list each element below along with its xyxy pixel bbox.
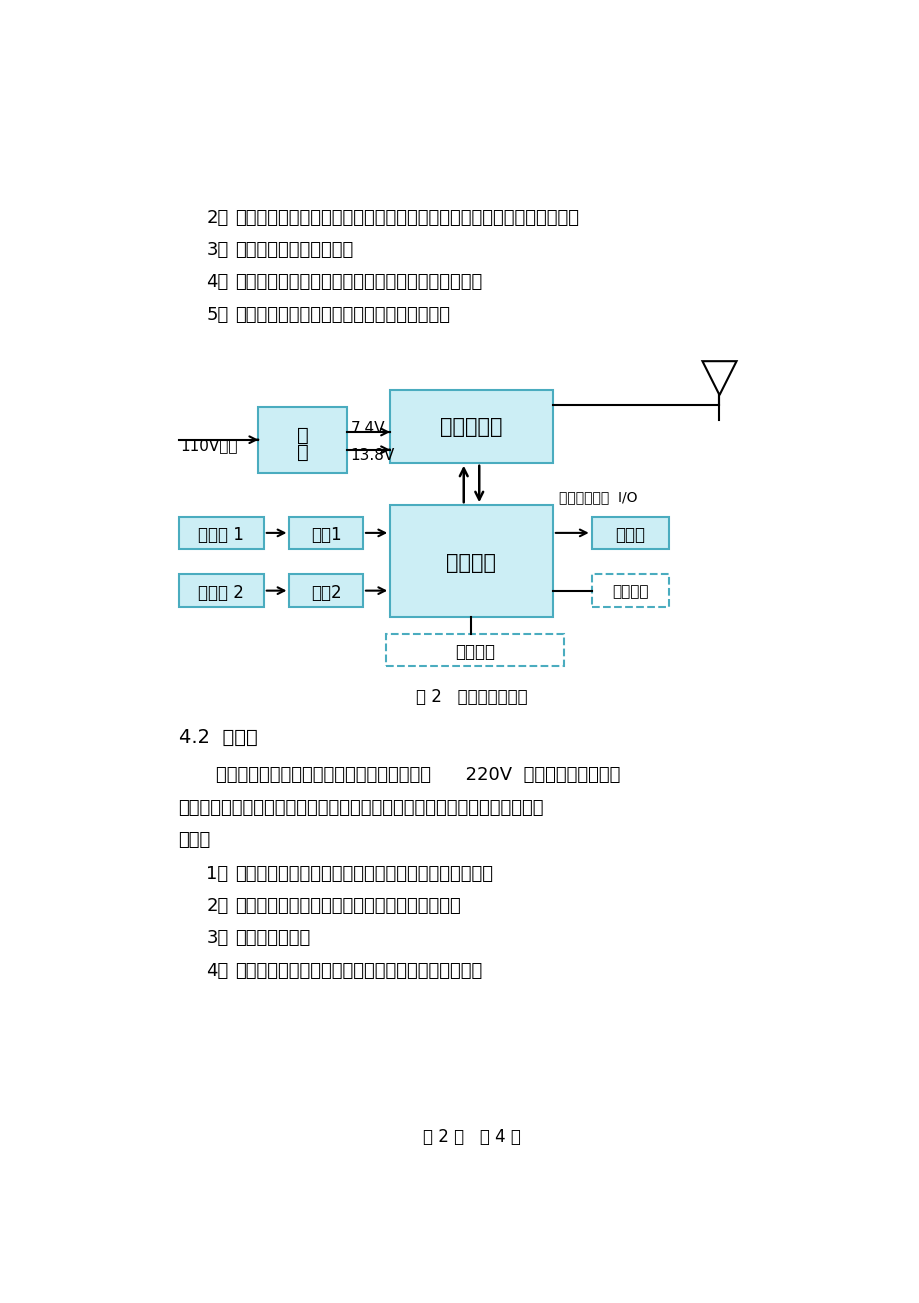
- Text: 电: 电: [297, 426, 309, 444]
- Text: 具有呼叫调车区长功能。: 具有呼叫调车区长功能。: [235, 241, 353, 259]
- Text: 能有：: 能有：: [178, 831, 210, 848]
- Text: 3）: 3）: [206, 929, 229, 947]
- Bar: [390, 506, 552, 616]
- Text: 4）: 4）: [206, 274, 229, 292]
- Bar: [178, 517, 264, 549]
- Text: 2）: 2）: [206, 208, 229, 227]
- Text: 数字信道机: 数字信道机: [440, 417, 502, 437]
- Bar: [386, 633, 564, 666]
- Text: 灯盒2: 灯盒2: [311, 584, 341, 602]
- Text: 送话器 2: 送话器 2: [198, 584, 244, 602]
- Text: 蓄电池接口。与机控器一样，区长台的核心部分也是数字信道机。主要实现功: 蓄电池接口。与机控器一样，区长台的核心部分也是数字信道机。主要实现功: [178, 799, 543, 817]
- Text: 具有通话功能，且支持信令强插，在通话状态下也可正常接收调车指令。: 具有通话功能，且支持信令强插，在通话状态下也可正常接收调车指令。: [235, 208, 578, 227]
- Text: 显示终端: 显示终端: [611, 584, 648, 598]
- Bar: [289, 575, 363, 607]
- Bar: [258, 408, 347, 473]
- Text: 7.4V: 7.4V: [350, 421, 385, 437]
- Bar: [390, 390, 552, 463]
- Text: 图 2   机控器原理框图: 图 2 机控器原理框图: [415, 688, 527, 706]
- Text: 录音接口: 录音接口: [455, 642, 494, 661]
- Text: 4.2  区长台: 4.2 区长台: [178, 727, 257, 747]
- Text: 灯盒1: 灯盒1: [311, 526, 341, 543]
- Text: 支持多路信道扫描功能，接收各个调车组的呼叫信令。: 支持多路信道扫描功能，接收各个调车组的呼叫信令。: [235, 865, 493, 882]
- Text: 源: 源: [297, 443, 309, 461]
- Text: 5）: 5）: [206, 306, 229, 323]
- Bar: [178, 575, 264, 607]
- Text: 4）: 4）: [206, 962, 229, 980]
- Text: 110V输入: 110V输入: [180, 438, 237, 453]
- Text: 具有调车信令、调车作业单和通话录音的存储功能。: 具有调车信令、调车作业单和通话录音的存储功能。: [235, 962, 482, 980]
- Text: 2）: 2）: [206, 896, 229, 915]
- Bar: [591, 517, 668, 549]
- Bar: [289, 517, 363, 549]
- Text: 送话器 1: 送话器 1: [198, 526, 244, 543]
- Text: 具有调车信令、调车作业单和通话录音的存储功能。: 具有调车信令、调车作业单和通话录音的存储功能。: [235, 274, 482, 292]
- Text: 具有监听功能，实时监听调车指令和语音通话。: 具有监听功能，实时监听调车指令和语音通话。: [235, 896, 460, 915]
- Text: 13.8V: 13.8V: [350, 448, 394, 463]
- Text: 具有通话功能。: 具有通话功能。: [235, 929, 310, 947]
- Text: 具有外接监控接口，用于将指令码送往运记。: 具有外接监控接口，用于将指令码送往运记。: [235, 306, 449, 323]
- Text: 区长台由主机、送话器和天馈单元组成，采用      220V  交流供电，同时提供: 区长台由主机、送话器和天馈单元组成，采用 220V 交流供电，同时提供: [216, 766, 619, 784]
- Text: 3）: 3）: [206, 241, 229, 259]
- Text: 扬声器: 扬声器: [615, 526, 644, 543]
- Text: 1）: 1）: [206, 865, 228, 882]
- Bar: [591, 575, 668, 607]
- Text: 应用电路: 应用电路: [446, 552, 496, 573]
- Text: 音频、串口、  I/O: 音频、串口、 I/O: [559, 490, 637, 504]
- Text: 第 2 页   共 4 页: 第 2 页 共 4 页: [422, 1128, 520, 1147]
- Polygon shape: [702, 361, 736, 395]
